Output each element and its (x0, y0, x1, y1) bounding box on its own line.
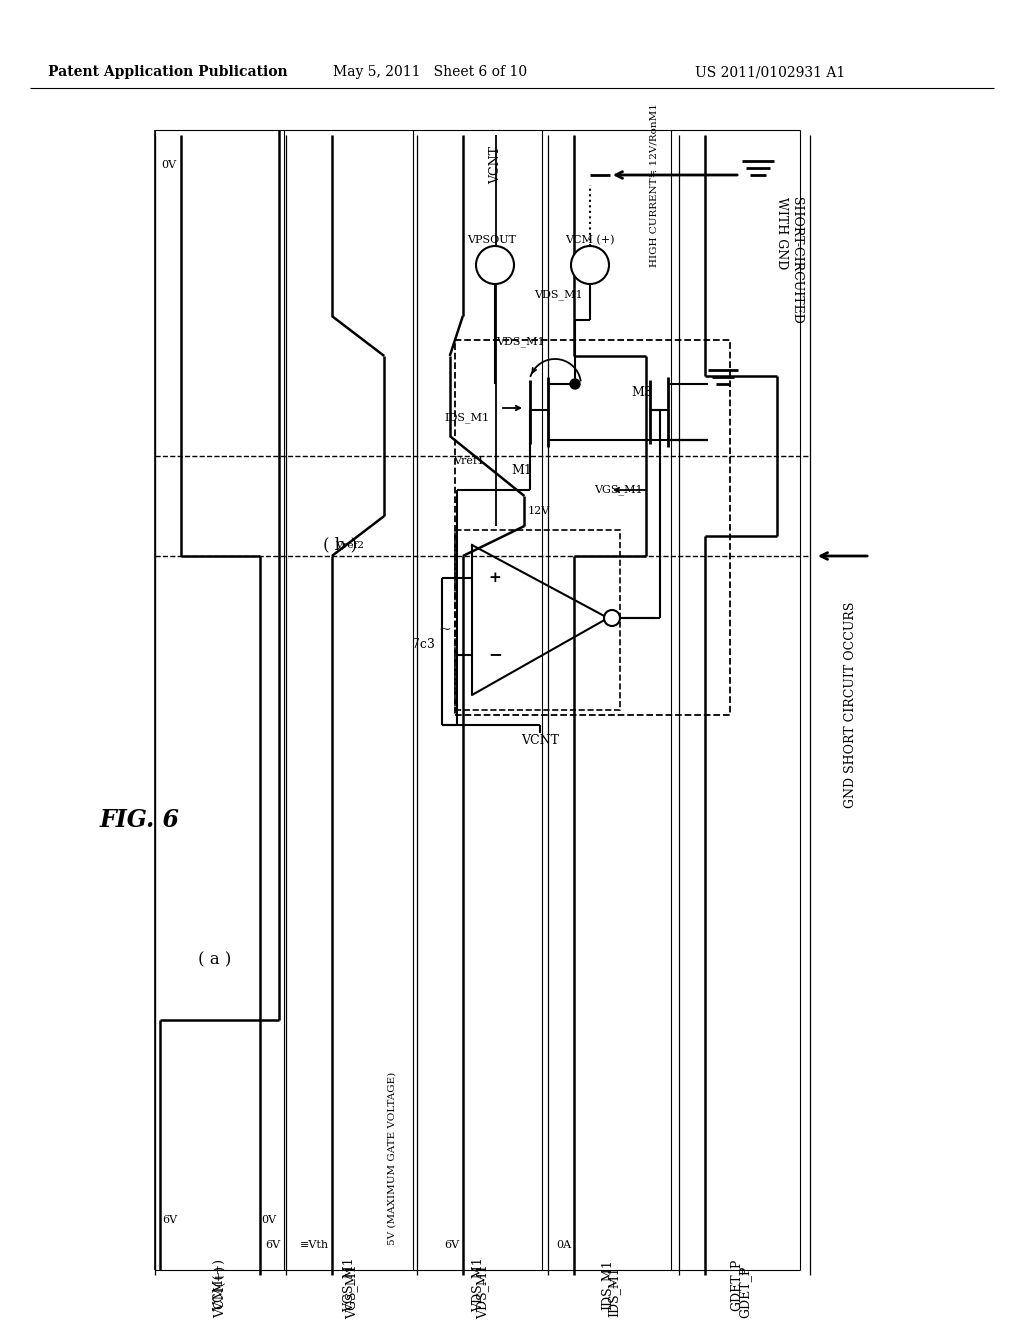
Text: VPSOUT: VPSOUT (468, 235, 516, 246)
Text: VDS_M1: VDS_M1 (534, 289, 583, 301)
Text: −: − (488, 647, 502, 664)
Text: Vref1: Vref1 (453, 455, 484, 466)
Text: VDS_M1: VDS_M1 (471, 1258, 484, 1312)
Text: 5V (MAXIMUM GATE VOLTAGE): 5V (MAXIMUM GATE VOLTAGE) (387, 1072, 396, 1245)
Text: GND SHORT CIRCUIT OCCURS: GND SHORT CIRCUIT OCCURS (844, 602, 856, 808)
Text: SHORT-CIRCUITED
WITH GND: SHORT-CIRCUITED WITH GND (775, 197, 803, 323)
Text: 0V: 0V (261, 1214, 276, 1225)
Text: VCM(+): VCM(+) (213, 1259, 226, 1311)
Text: May 5, 2011   Sheet 6 of 10: May 5, 2011 Sheet 6 of 10 (333, 65, 527, 79)
Text: 6V: 6V (265, 1239, 280, 1250)
Text: VDS_M1: VDS_M1 (476, 1265, 489, 1320)
Text: ( a ): ( a ) (199, 952, 231, 969)
Text: VGS_M1: VGS_M1 (342, 1258, 355, 1312)
Text: IDS_M1: IDS_M1 (444, 413, 490, 424)
Circle shape (604, 610, 620, 626)
Circle shape (570, 379, 580, 389)
Text: VDS_M1: VDS_M1 (496, 337, 545, 347)
Text: VGS_M1: VGS_M1 (345, 1265, 358, 1319)
Text: 7c3: 7c3 (412, 639, 435, 652)
Text: M3: M3 (632, 385, 652, 399)
Text: VGS_M1: VGS_M1 (594, 484, 642, 495)
Text: VCNT: VCNT (521, 734, 559, 747)
Circle shape (476, 246, 514, 284)
Text: ( b ): ( b ) (323, 536, 357, 553)
Bar (455, 341, 730, 715)
Text: 0V: 0V (161, 160, 176, 170)
Text: M1: M1 (512, 463, 532, 477)
Bar (455, 531, 620, 710)
Text: Vref2: Vref2 (335, 541, 364, 550)
Text: GDET_P: GDET_P (729, 1259, 742, 1311)
Text: 6V: 6V (163, 1214, 177, 1225)
Text: FIG. 6: FIG. 6 (100, 808, 180, 832)
Text: 6V: 6V (444, 1239, 460, 1250)
Text: 0A: 0A (556, 1239, 571, 1250)
Text: HIGH CURRENT≒ 12V/RonM1: HIGH CURRENT≒ 12V/RonM1 (649, 103, 658, 267)
Text: ≡Vth: ≡Vth (300, 1239, 329, 1250)
Text: IDS_M1: IDS_M1 (600, 1259, 613, 1311)
Text: Patent Application Publication: Patent Application Publication (48, 65, 288, 79)
Text: US 2011/0102931 A1: US 2011/0102931 A1 (695, 65, 845, 79)
Text: IDS_M1: IDS_M1 (607, 1267, 620, 1317)
Circle shape (571, 246, 609, 284)
Text: VCNT: VCNT (489, 147, 502, 183)
Text: 12V: 12V (527, 506, 550, 516)
Text: GDET_P: GDET_P (738, 1266, 751, 1319)
Text: ~: ~ (438, 623, 452, 638)
Text: +: + (488, 572, 502, 585)
Text: VCM (+): VCM (+) (565, 235, 614, 246)
Text: VCM(+): VCM(+) (214, 1266, 227, 1317)
